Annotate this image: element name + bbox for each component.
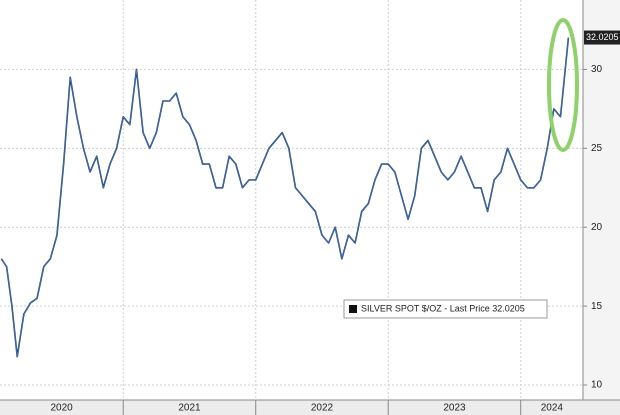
highlight-ellipse	[547, 18, 579, 152]
y-tick-label: 30	[591, 64, 603, 75]
y-tick-label: 20	[591, 222, 603, 233]
legend-swatch	[349, 305, 357, 313]
last-price-tag	[584, 30, 620, 45]
x-tick-label: 2020	[50, 403, 73, 414]
y-tick-label: 15	[591, 301, 603, 312]
x-tick-label: 2024	[541, 403, 564, 414]
x-axis-band	[0, 400, 620, 415]
x-tick-label: 2021	[178, 403, 201, 414]
plot	[0, 37, 570, 358]
legend-box	[343, 299, 548, 319]
x-tick-label: 2023	[443, 403, 466, 414]
x-tick-label: 2022	[311, 403, 334, 414]
legend-label: SILVER SPOT $/OZ - Last Price 32.0205	[361, 303, 525, 313]
last-price-label: 32.0205	[586, 32, 619, 42]
y-tick-label: 10	[591, 380, 603, 391]
price-line-highlight	[1, 37, 569, 357]
y-tick-label: 25	[591, 143, 603, 154]
grid	[0, 0, 583, 400]
y-axis-band	[583, 0, 620, 400]
